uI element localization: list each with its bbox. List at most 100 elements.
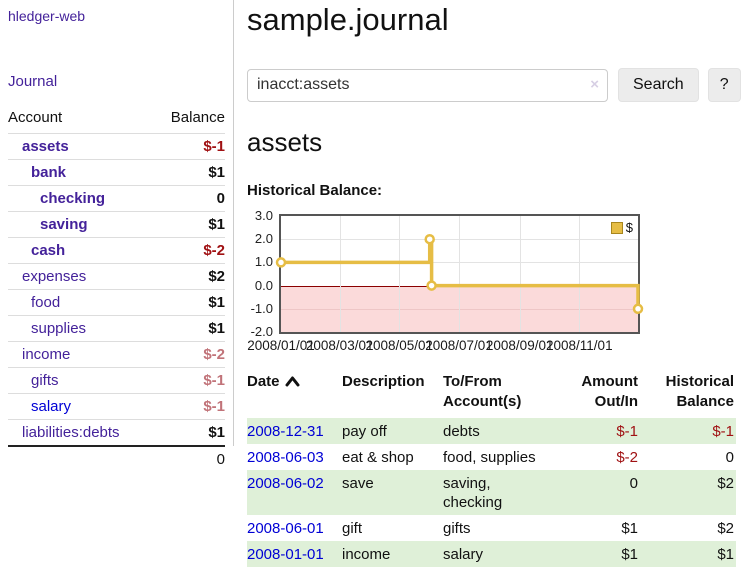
- clear-search-icon[interactable]: ×: [590, 76, 599, 93]
- sidebar-account-liabilities-debts[interactable]: liabilities:debts: [22, 424, 120, 441]
- sidebar-account-supplies[interactable]: supplies: [31, 320, 86, 337]
- register-date-link[interactable]: 2008-06-02: [247, 475, 324, 492]
- account-row: expenses $2: [8, 264, 225, 290]
- register-row: 2008-01-01incomesalary$1$1: [247, 541, 736, 567]
- accounts-total-value: 0: [154, 446, 225, 472]
- search-input[interactable]: [247, 69, 608, 102]
- register-row: 2008-06-02savesaving, checking0$2: [247, 470, 736, 515]
- register-row: 2008-06-03eat & shopfood, supplies$-20: [247, 444, 736, 470]
- register-header-historical-balance: Historical Balance: [640, 372, 736, 418]
- sidebar-account-gifts[interactable]: gifts: [31, 372, 59, 389]
- register-amount-cell: $1: [553, 515, 640, 541]
- sidebar: hledger-web Journal Account Balance asse…: [0, 0, 234, 446]
- account-name-cell: saving: [8, 212, 154, 238]
- account-name-cell: salary: [8, 394, 154, 420]
- search-button[interactable]: Search: [618, 68, 699, 102]
- register-balance-cell: $-1: [640, 418, 736, 444]
- data-point-marker: [426, 235, 434, 243]
- account-row: assets $-1: [8, 134, 225, 160]
- y-axis-label: -1.0: [247, 301, 273, 317]
- register-amount-cell: $-2: [553, 444, 640, 470]
- account-name-cell: food: [8, 290, 154, 316]
- account-row: liabilities:debts $1: [8, 420, 225, 447]
- accounts-header-balance: Balance: [154, 106, 225, 134]
- x-axis-label: 2008/05/01: [366, 338, 434, 353]
- account-balance: $1: [154, 212, 225, 238]
- account-row: supplies $1: [8, 316, 225, 342]
- register-description-cell: gift: [342, 515, 443, 541]
- register-date-link[interactable]: 2008-06-01: [247, 520, 324, 537]
- sidebar-account-assets[interactable]: assets: [22, 138, 69, 155]
- register-header-description: Description: [342, 372, 443, 418]
- sort-asc-icon: [285, 375, 300, 387]
- accounts-total-spacer: [8, 446, 154, 472]
- register-description-cell: eat & shop: [342, 444, 443, 470]
- account-balance: $1: [154, 316, 225, 342]
- search-form: × Search ?: [247, 68, 741, 102]
- account-heading: assets: [247, 127, 741, 158]
- account-row: salary$-1: [8, 394, 225, 420]
- search-box: ×: [247, 69, 608, 102]
- account-row: checking 0: [8, 186, 225, 212]
- account-row: cash $-2: [8, 238, 225, 264]
- main-content: sample.journal × Search ? assets Histori…: [234, 0, 742, 567]
- register-date-link[interactable]: 2008-01-01: [247, 546, 324, 563]
- register-balance-cell: $1: [640, 541, 736, 567]
- account-name-cell: expenses: [8, 264, 154, 290]
- x-axis-label: 2008/09/01: [486, 338, 554, 353]
- page-title: sample.journal: [247, 2, 741, 38]
- register-row: 2008-06-01giftgifts$1$2: [247, 515, 736, 541]
- sidebar-account-income[interactable]: income: [22, 346, 70, 363]
- register-table: DateDescriptionTo/From Account(s)Amount …: [247, 372, 736, 567]
- account-row: income $-2: [8, 342, 225, 368]
- account-name-cell: gifts: [8, 368, 154, 394]
- account-name-cell: checking: [8, 186, 154, 212]
- accounts-header-account: Account: [8, 106, 154, 134]
- register-accounts-cell: saving, checking: [443, 470, 553, 515]
- data-point-marker: [634, 305, 642, 313]
- register-header-label: Amount Out/In: [581, 373, 638, 410]
- account-balance: $-2: [154, 238, 225, 264]
- account-row: bank $1: [8, 160, 225, 186]
- account-row: gifts$-1: [8, 368, 225, 394]
- chart-plot-area: $: [279, 214, 640, 334]
- account-name-cell: income: [8, 342, 154, 368]
- account-name-cell: cash: [8, 238, 154, 264]
- register-amount-cell: $1: [553, 541, 640, 567]
- register-date-cell: 2008-06-01: [247, 515, 342, 541]
- register-header-row: DateDescriptionTo/From Account(s)Amount …: [247, 372, 736, 418]
- account-row: food $1: [8, 290, 225, 316]
- sidebar-account-expenses[interactable]: expenses: [22, 268, 86, 285]
- account-balance: $1: [154, 160, 225, 186]
- sidebar-account-saving[interactable]: saving: [40, 216, 88, 233]
- register-header-label: Description: [342, 373, 425, 390]
- brand-link[interactable]: hledger-web: [8, 8, 225, 24]
- hledger-web-app: hledger-web Journal Account Balance asse…: [0, 0, 742, 567]
- account-balance: $1: [154, 420, 225, 447]
- sidebar-account-cash[interactable]: cash: [31, 242, 65, 259]
- register-description-cell: pay off: [342, 418, 443, 444]
- sidebar-account-bank[interactable]: bank: [31, 164, 66, 181]
- chart-legend: $: [611, 220, 633, 235]
- sidebar-account-checking[interactable]: checking: [40, 190, 105, 207]
- accounts-total-row: 0: [8, 446, 225, 472]
- help-button[interactable]: ?: [708, 68, 741, 102]
- register-date-link[interactable]: 2008-06-03: [247, 449, 324, 466]
- sidebar-account-food[interactable]: food: [31, 294, 60, 311]
- account-balance: $-2: [154, 342, 225, 368]
- account-balance: $-1: [154, 134, 225, 160]
- register-header-date[interactable]: Date: [247, 372, 342, 418]
- account-balance: $2: [154, 264, 225, 290]
- register-accounts-cell: salary: [443, 541, 553, 567]
- sidebar-account-salary[interactable]: salary: [31, 398, 71, 415]
- register-accounts-cell: debts: [443, 418, 553, 444]
- register-balance-cell: $2: [640, 470, 736, 515]
- sidebar-item-journal[interactable]: Journal: [8, 73, 225, 90]
- register-description-cell: save: [342, 470, 443, 515]
- account-balance: $1: [154, 290, 225, 316]
- account-balance: 0: [154, 186, 225, 212]
- register-balance-cell: 0: [640, 444, 736, 470]
- register-date-link[interactable]: 2008-12-31: [247, 423, 324, 440]
- register-header-label: Historical Balance: [666, 373, 734, 410]
- register-date-cell: 2008-06-03: [247, 444, 342, 470]
